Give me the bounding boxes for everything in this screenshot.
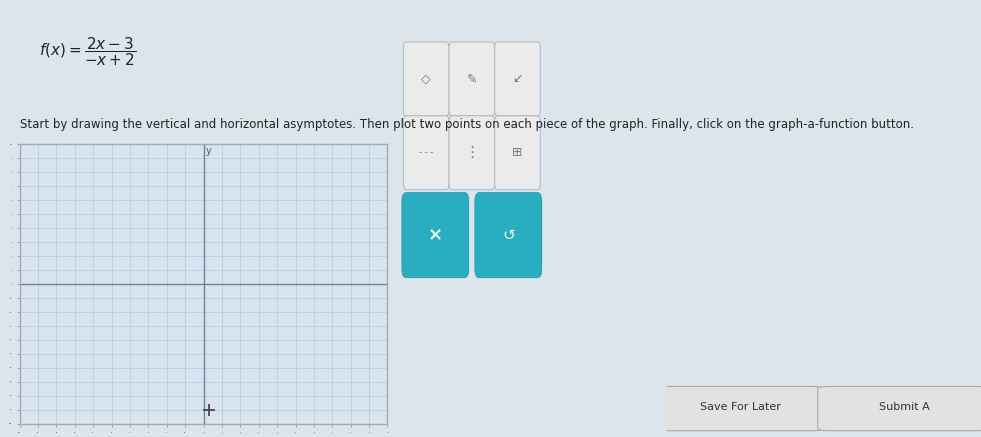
Text: ✎: ✎ <box>467 73 477 85</box>
FancyBboxPatch shape <box>818 386 981 431</box>
Text: ×: × <box>428 226 442 244</box>
FancyBboxPatch shape <box>475 192 542 278</box>
Text: ⊞: ⊞ <box>512 146 523 159</box>
FancyBboxPatch shape <box>494 42 541 116</box>
FancyBboxPatch shape <box>402 192 469 278</box>
FancyBboxPatch shape <box>494 116 541 190</box>
Text: ↺: ↺ <box>502 228 515 243</box>
FancyBboxPatch shape <box>449 116 494 190</box>
Text: y: y <box>206 146 212 156</box>
Text: Submit A: Submit A <box>879 402 929 413</box>
FancyBboxPatch shape <box>657 386 824 431</box>
FancyBboxPatch shape <box>403 116 449 190</box>
Text: Save For Later: Save For Later <box>700 402 781 413</box>
Text: - - -: - - - <box>419 148 434 157</box>
Text: ⋮: ⋮ <box>464 145 480 160</box>
Text: Start by drawing the vertical and horizontal asymptotes. Then plot two points on: Start by drawing the vertical and horizo… <box>20 118 913 131</box>
Text: $f(x)=\dfrac{2x-3}{-x+2}$: $f(x)=\dfrac{2x-3}{-x+2}$ <box>39 35 136 68</box>
FancyBboxPatch shape <box>449 42 494 116</box>
Text: ◇: ◇ <box>422 73 431 85</box>
Text: ↙: ↙ <box>512 73 523 85</box>
FancyBboxPatch shape <box>403 42 449 116</box>
